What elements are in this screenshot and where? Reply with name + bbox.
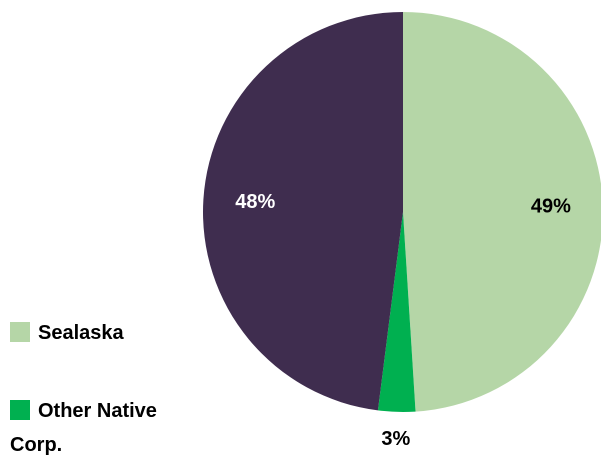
legend-label: Other Native Corp.	[10, 400, 157, 456]
pie-slice	[377, 212, 416, 413]
legend-item: Sealaska	[10, 316, 210, 350]
legend-item: Other Native Corp.	[10, 394, 210, 461]
pie-slice	[202, 11, 403, 411]
data-label: 3%	[381, 428, 410, 450]
legend-label: Sealaska	[38, 322, 124, 344]
data-label: 49%	[531, 196, 571, 218]
legend-swatch	[10, 322, 30, 342]
data-label: 48%	[235, 191, 275, 213]
pie-slice	[403, 12, 601, 412]
legend-swatch	[10, 400, 30, 420]
